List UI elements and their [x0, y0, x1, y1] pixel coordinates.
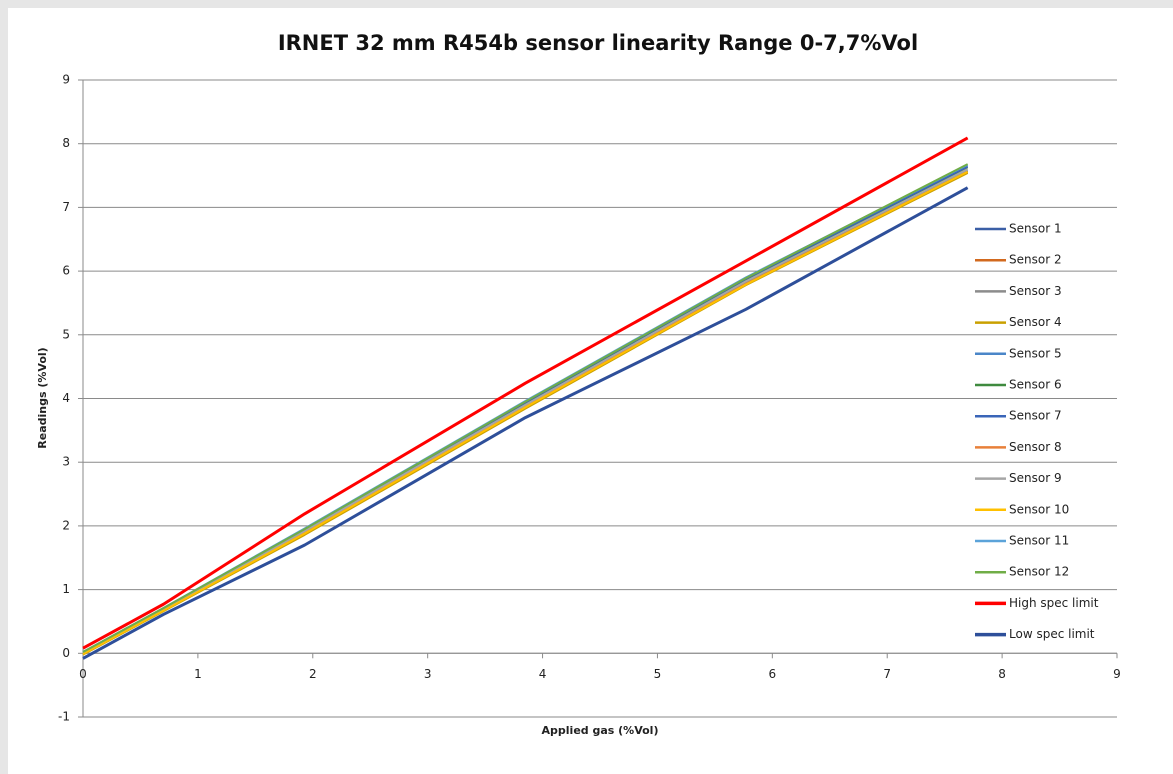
y-tick-label: 9 [62, 73, 70, 87]
legend-label: High spec limit [1009, 596, 1099, 610]
x-tick-label: 9 [1113, 667, 1121, 681]
x-tick-label: 7 [883, 667, 891, 681]
x-tick-label: 6 [769, 667, 777, 681]
x-tick-label: 2 [309, 667, 317, 681]
y-tick-label: 5 [62, 327, 70, 341]
chart-area [8, 8, 1173, 774]
y-tick-label: 0 [62, 646, 70, 660]
y-tick-label: 1 [62, 582, 70, 596]
x-tick-label: 1 [194, 667, 202, 681]
legend-label: Sensor 8 [1009, 440, 1062, 454]
y-tick-label: 2 [62, 518, 70, 532]
y-tick-label: 6 [62, 264, 70, 278]
y-tick-label: 7 [62, 200, 70, 214]
y-tick-label: 8 [62, 136, 70, 150]
legend-label: Sensor 2 [1009, 253, 1062, 267]
legend-label: Sensor 12 [1009, 565, 1069, 579]
y-axis-title: Readings (%Vol) [36, 347, 49, 448]
series-line [82, 186, 969, 660]
series-line [82, 168, 969, 655]
y-tick-label: 3 [62, 455, 70, 469]
chart-title: IRNET 32 mm R454b sensor linearity Range… [278, 31, 918, 55]
series-line [82, 136, 969, 650]
legend-label: Sensor 5 [1009, 346, 1062, 360]
y-tick-label: 4 [62, 391, 70, 405]
x-tick-label: 3 [424, 667, 432, 681]
legend-label: Sensor 3 [1009, 284, 1062, 298]
legend-label: Sensor 9 [1009, 471, 1062, 485]
x-axis-title: Applied gas (%Vol) [542, 724, 659, 737]
legend-label: Sensor 1 [1009, 222, 1062, 236]
x-tick-label: 0 [79, 667, 87, 681]
y-tick-label: -1 [58, 710, 70, 724]
legend-label: Sensor 11 [1009, 534, 1069, 548]
x-tick-label: 5 [654, 667, 662, 681]
series-line [82, 170, 969, 655]
legend-label: Sensor 7 [1009, 409, 1062, 423]
legend-label: Low spec limit [1009, 627, 1095, 641]
legend-label: Sensor 4 [1009, 315, 1062, 329]
series-line [82, 163, 969, 653]
legend-label: Sensor 10 [1009, 502, 1069, 516]
x-tick-label: 4 [539, 667, 547, 681]
x-tick-label: 8 [998, 667, 1006, 681]
legend-label: Sensor 6 [1009, 378, 1062, 392]
